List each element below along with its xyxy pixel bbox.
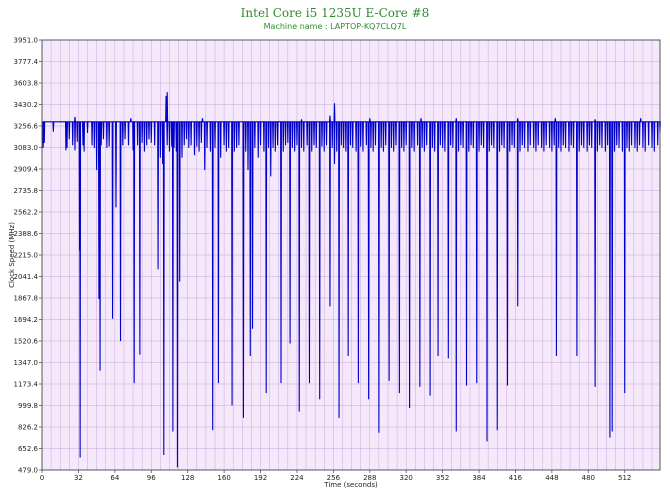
y-tick-label: 2735.8 [14, 187, 39, 195]
x-tick-label: 512 [618, 474, 631, 482]
y-tick-label: 3777.4 [14, 58, 39, 66]
y-tick-label: 1867.8 [14, 295, 39, 303]
x-tick-label: 416 [509, 474, 523, 482]
y-tick-label: 1694.2 [14, 316, 39, 324]
y-axis-label: Clock Speed (MHz) [8, 222, 16, 288]
x-tick-label: 384 [472, 474, 486, 482]
plot-frame [41, 39, 661, 471]
y-tick-label: 3083.0 [14, 144, 39, 152]
y-tick-label: 999.8 [18, 402, 38, 410]
x-tick-label: 96 [147, 474, 156, 482]
x-tick-label: 128 [181, 474, 194, 482]
x-tick-label: 64 [110, 474, 119, 482]
y-tick-label: 652.6 [18, 445, 39, 453]
x-tick-label: 352 [436, 474, 449, 482]
y-tick-label: 3603.8 [14, 80, 39, 88]
x-tick-label: 480 [582, 474, 595, 482]
x-tick-label: 224 [290, 474, 304, 482]
chart-subtitle: Machine name : LAPTOP-KQ7CLQ7L [263, 22, 407, 31]
y-tick-label: 2388.6 [14, 230, 39, 238]
y-tick-label: 2562.2 [14, 209, 39, 217]
x-tick-label: 32 [74, 474, 83, 482]
y-tick-label: 479.0 [18, 467, 38, 475]
y-tick-label: 1173.4 [14, 381, 39, 389]
y-tick-label: 2041.4 [14, 273, 39, 281]
x-tick-label: 0 [40, 474, 44, 482]
x-tick-label: 192 [254, 474, 267, 482]
chart-title: Intel Core i5 1235U E-Core #8 [240, 6, 430, 20]
y-tick-label: 3430.2 [14, 101, 39, 109]
y-tick-label: 2215.0 [14, 252, 39, 260]
y-tick-label: 1347.0 [14, 359, 39, 367]
x-tick-label: 160 [217, 474, 230, 482]
x-tick-label: 320 [400, 474, 413, 482]
x-tick-label: 256 [327, 474, 341, 482]
x-axis-label: Time (seconds) [323, 481, 378, 489]
y-tick-label: 1520.6 [14, 338, 39, 346]
y-tick-label: 2909.4 [14, 166, 39, 174]
x-tick-label: 288 [363, 474, 376, 482]
y-tick-label: 826.2 [18, 424, 38, 432]
clock-speed-series [42, 92, 661, 468]
x-tick-label: 448 [545, 474, 558, 482]
y-tick-label: 3951.0 [14, 37, 39, 45]
y-tick-label: 3256.6 [14, 123, 39, 131]
